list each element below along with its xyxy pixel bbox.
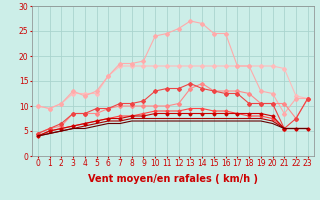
X-axis label: Vent moyen/en rafales ( km/h ): Vent moyen/en rafales ( km/h ) xyxy=(88,174,258,184)
